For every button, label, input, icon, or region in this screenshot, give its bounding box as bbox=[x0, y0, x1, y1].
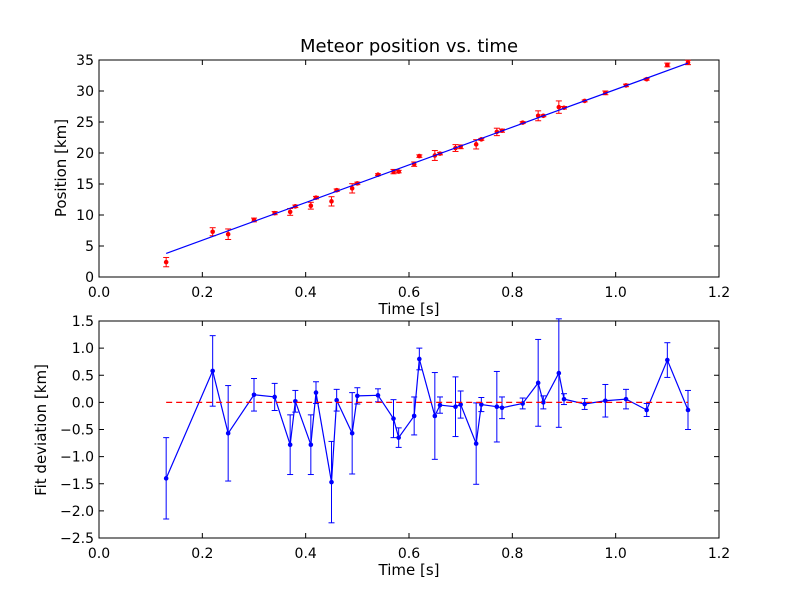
x-tick-label: 1.0 bbox=[605, 546, 627, 562]
data-point bbox=[494, 404, 500, 410]
data-point bbox=[251, 392, 257, 398]
data-point bbox=[272, 394, 277, 400]
deviation-data bbox=[163, 318, 691, 524]
data-point bbox=[665, 62, 670, 68]
data-point bbox=[163, 259, 169, 265]
deviation-x-ticks: 0.0 0.2 0.4 0.6 0.8 1.0 1.2 bbox=[88, 321, 730, 562]
position-plot: Meteor position vs. time 0.0 0.2 0.4 0.6 0.8… bbox=[52, 36, 730, 318]
data-point bbox=[432, 413, 438, 419]
x-tick-label: 0.2 bbox=[191, 285, 213, 301]
x-tick-label: 0.6 bbox=[398, 546, 420, 562]
data-point bbox=[623, 396, 629, 402]
data-point bbox=[499, 405, 505, 411]
deviation-plot: 0.0 0.2 0.4 0.6 0.8 1.0 1.2 −2.5 −2.0 −1.5 −1.0 −0… bbox=[32, 314, 730, 579]
data-point bbox=[556, 104, 562, 110]
data-point bbox=[417, 356, 422, 362]
data-point bbox=[163, 476, 169, 481]
position-x-ticks: 0.0 0.2 0.4 0.6 0.8 1.0 1.2 bbox=[88, 60, 730, 301]
data-point bbox=[665, 357, 670, 363]
data-point bbox=[308, 442, 314, 447]
data-point bbox=[225, 231, 231, 237]
y-tick-label: 15 bbox=[76, 177, 94, 193]
y-tick-label: 25 bbox=[76, 115, 94, 131]
x-tick-label: 0.0 bbox=[88, 285, 110, 301]
deviation-y-ticks: −2.5 −2.0 −1.5 −1.0 −0.5 0.0 0.5 1.0 1.5 bbox=[60, 314, 719, 547]
data-point bbox=[375, 393, 381, 398]
data-point bbox=[458, 402, 463, 407]
y-tick-label: −2.5 bbox=[60, 531, 94, 547]
y-tick-label: 5 bbox=[85, 239, 94, 255]
data-point bbox=[453, 404, 458, 410]
position-data bbox=[163, 59, 691, 268]
data-point bbox=[334, 397, 339, 403]
y-tick-label: 35 bbox=[76, 53, 94, 69]
data-point bbox=[411, 413, 417, 419]
data-point bbox=[287, 442, 293, 447]
data-point bbox=[308, 203, 314, 208]
data-point bbox=[417, 153, 422, 159]
data-point bbox=[349, 186, 355, 191]
x-tick-label: 1.0 bbox=[605, 285, 627, 301]
position-y-axis-label: Position [km] bbox=[52, 119, 70, 217]
deviation-y-axis-label: Fit deviation [km] bbox=[32, 364, 50, 496]
y-tick-label: 0.5 bbox=[72, 368, 94, 384]
data-point bbox=[556, 370, 562, 376]
y-tick-label: 0 bbox=[85, 270, 94, 286]
x-tick-label: 0.0 bbox=[88, 546, 110, 562]
y-tick-label: 20 bbox=[76, 146, 94, 162]
data-point bbox=[287, 209, 293, 215]
y-tick-label: 1.5 bbox=[72, 314, 94, 330]
data-point bbox=[329, 479, 334, 485]
data-point bbox=[561, 396, 567, 402]
y-tick-label: 1.0 bbox=[72, 341, 94, 357]
data-point bbox=[396, 435, 401, 440]
y-tick-label: −1.0 bbox=[60, 450, 94, 466]
position-x-axis-label: Time [s] bbox=[378, 300, 440, 318]
x-tick-label: 0.2 bbox=[191, 546, 213, 562]
y-tick-label: 30 bbox=[76, 84, 94, 100]
data-point bbox=[225, 430, 231, 436]
position-plot-title: Meteor position vs. time bbox=[300, 36, 518, 57]
y-tick-label: 10 bbox=[76, 208, 94, 224]
data-point bbox=[437, 402, 443, 408]
fit-line bbox=[165, 62, 689, 255]
position-y-ticks: 0 5 10 15 20 25 30 35 bbox=[76, 53, 719, 286]
data-point bbox=[535, 380, 541, 386]
y-tick-label: 0.0 bbox=[72, 395, 94, 411]
data-point bbox=[313, 390, 319, 395]
data-point bbox=[644, 407, 649, 413]
data-point bbox=[396, 169, 401, 174]
y-tick-label: −2.0 bbox=[60, 504, 94, 520]
data-point bbox=[391, 416, 396, 421]
data-point bbox=[210, 229, 215, 235]
x-tick-label: 0.6 bbox=[398, 285, 420, 301]
x-tick-label: 0.4 bbox=[295, 285, 317, 301]
x-tick-label: 1.2 bbox=[708, 285, 730, 301]
deviation-x-axis-label: Time [s] bbox=[378, 561, 440, 579]
data-point bbox=[473, 142, 479, 147]
data-point bbox=[582, 401, 587, 407]
data-point bbox=[329, 199, 334, 204]
x-tick-label: 0.8 bbox=[501, 546, 523, 562]
y-tick-label: −1.5 bbox=[60, 477, 94, 493]
data-point bbox=[685, 407, 691, 413]
data-point bbox=[479, 402, 484, 407]
x-tick-label: 1.2 bbox=[708, 546, 730, 562]
x-tick-label: 0.8 bbox=[501, 285, 523, 301]
data-point bbox=[210, 368, 215, 374]
x-tick-label: 0.4 bbox=[295, 546, 317, 562]
data-point bbox=[473, 441, 479, 446]
data-point bbox=[355, 393, 360, 399]
data-point bbox=[541, 400, 546, 405]
y-tick-label: −0.5 bbox=[60, 423, 94, 439]
data-point bbox=[349, 430, 355, 436]
